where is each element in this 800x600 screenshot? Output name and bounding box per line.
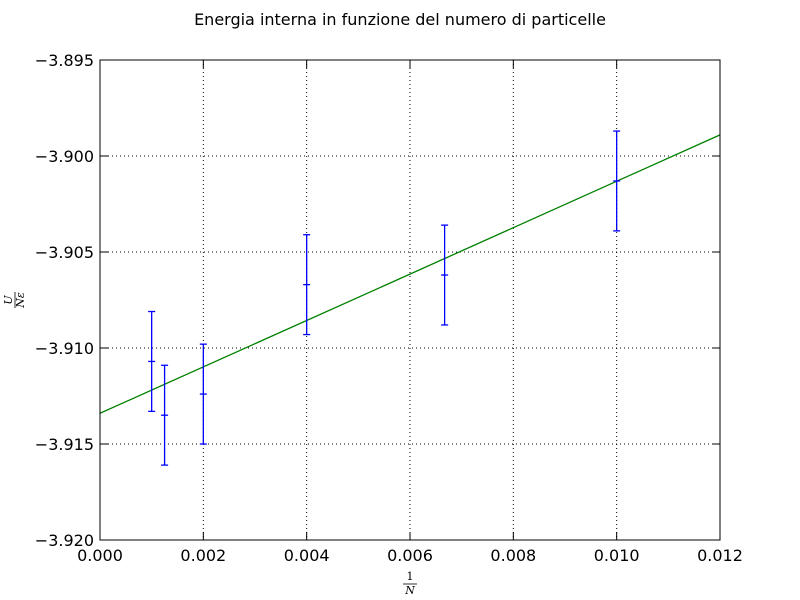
axis-ticks: 0.000 0.002 0.004 0.006 0.008 0.010 0.012 −3.92… [35, 51, 743, 565]
y-tick-label: −3.910 [35, 339, 94, 358]
x-tick-label: 0.012 [697, 546, 743, 565]
data-point-errorbar [613, 130, 621, 232]
x-tick-label: 0.006 [387, 546, 433, 565]
x-tick-label: 0.008 [490, 546, 536, 565]
grid-lines [100, 60, 720, 540]
y-tick-label: −3.905 [35, 243, 94, 262]
data-point-errorbar [199, 343, 207, 445]
y-tick-label: −3.895 [35, 51, 94, 70]
x-axis-label: 1 N [403, 570, 417, 597]
y-axis-label-numerator: U [2, 295, 15, 305]
x-tick-label: 0.002 [180, 546, 226, 565]
y-axis-label: U Nε [2, 292, 27, 309]
x-tick-label: 0.000 [77, 546, 123, 565]
x-tick-label: 0.004 [284, 546, 330, 565]
x-axis-label-numerator: 1 [407, 570, 414, 583]
error-bars-group [148, 130, 621, 466]
chart-title: Energia interna in funzione del numero d… [194, 10, 606, 29]
y-tick-label: −3.900 [35, 147, 94, 166]
data-point-errorbar [148, 310, 156, 413]
data-point-errorbar [441, 224, 449, 326]
x-axis-label-denominator: N [404, 584, 415, 597]
x-tick-label: 0.010 [594, 546, 640, 565]
data-point-errorbar [161, 364, 169, 466]
y-tick-label: −3.915 [35, 435, 94, 454]
data-point-errorbar [303, 234, 311, 336]
y-axis-label-denominator: Nε [14, 292, 27, 309]
y-tick-label: −3.920 [35, 531, 94, 550]
